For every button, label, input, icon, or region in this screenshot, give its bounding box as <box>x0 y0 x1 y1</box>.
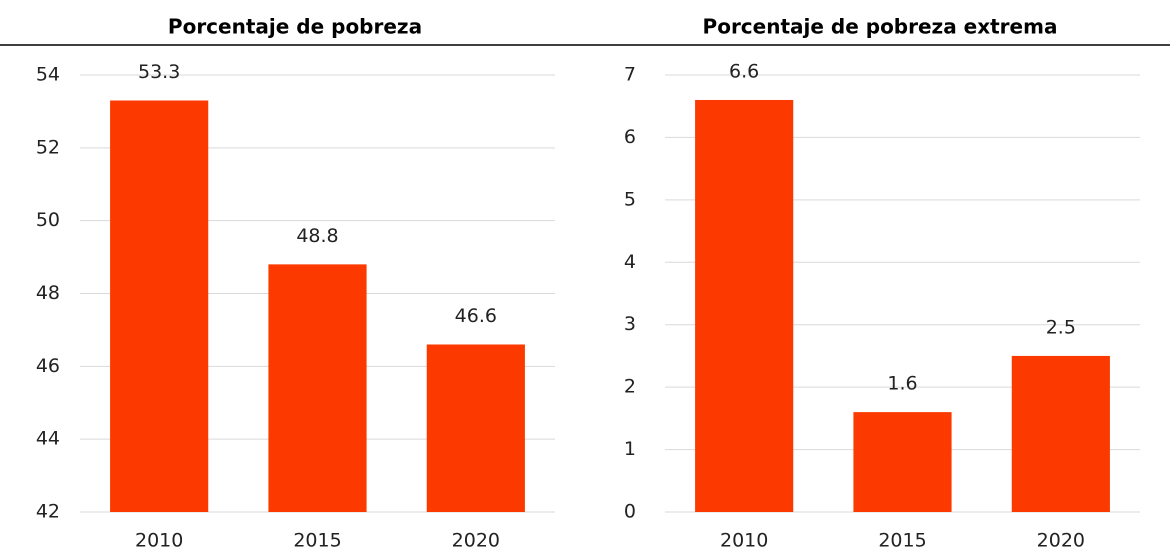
bar <box>853 412 952 512</box>
chart-title: Porcentaje de pobreza extrema <box>703 15 1058 39</box>
bar <box>1011 355 1110 512</box>
y-tick-label: 7 <box>624 64 636 86</box>
y-tick-label: 52 <box>36 136 60 158</box>
bar <box>695 99 794 512</box>
y-tick-label: 5 <box>624 188 636 210</box>
data-label: 46.6 <box>455 305 497 327</box>
data-label: 53.3 <box>138 61 180 83</box>
y-tick-label: 4 <box>624 251 636 273</box>
y-tick-label: 50 <box>36 209 60 231</box>
data-label: 48.8 <box>296 225 338 247</box>
x-tick-label: 2020 <box>452 530 500 552</box>
x-tick-label: 2015 <box>293 530 341 552</box>
x-tick-label: 2020 <box>1037 530 1085 552</box>
y-tick-label: 6 <box>624 126 636 148</box>
data-label: 1.6 <box>887 373 917 395</box>
y-tick-label: 44 <box>36 428 60 450</box>
y-tick-label: 54 <box>36 64 60 86</box>
y-tick-label: 1 <box>624 438 636 460</box>
x-tick-label: 2015 <box>878 530 926 552</box>
data-label: 2.5 <box>1046 316 1076 338</box>
bar <box>268 264 367 512</box>
y-tick-label: 3 <box>624 313 636 335</box>
x-tick-label: 2010 <box>720 530 768 552</box>
x-tick-label: 2010 <box>135 530 183 552</box>
y-tick-label: 0 <box>624 501 636 523</box>
bar <box>110 100 209 512</box>
y-tick-label: 42 <box>36 501 60 523</box>
y-tick-label: 2 <box>624 376 636 398</box>
data-label: 6.6 <box>729 60 759 82</box>
bar <box>426 344 525 512</box>
y-tick-label: 48 <box>36 282 60 304</box>
y-tick-label: 46 <box>36 355 60 377</box>
chart-title: Porcentaje de pobreza <box>168 15 422 39</box>
